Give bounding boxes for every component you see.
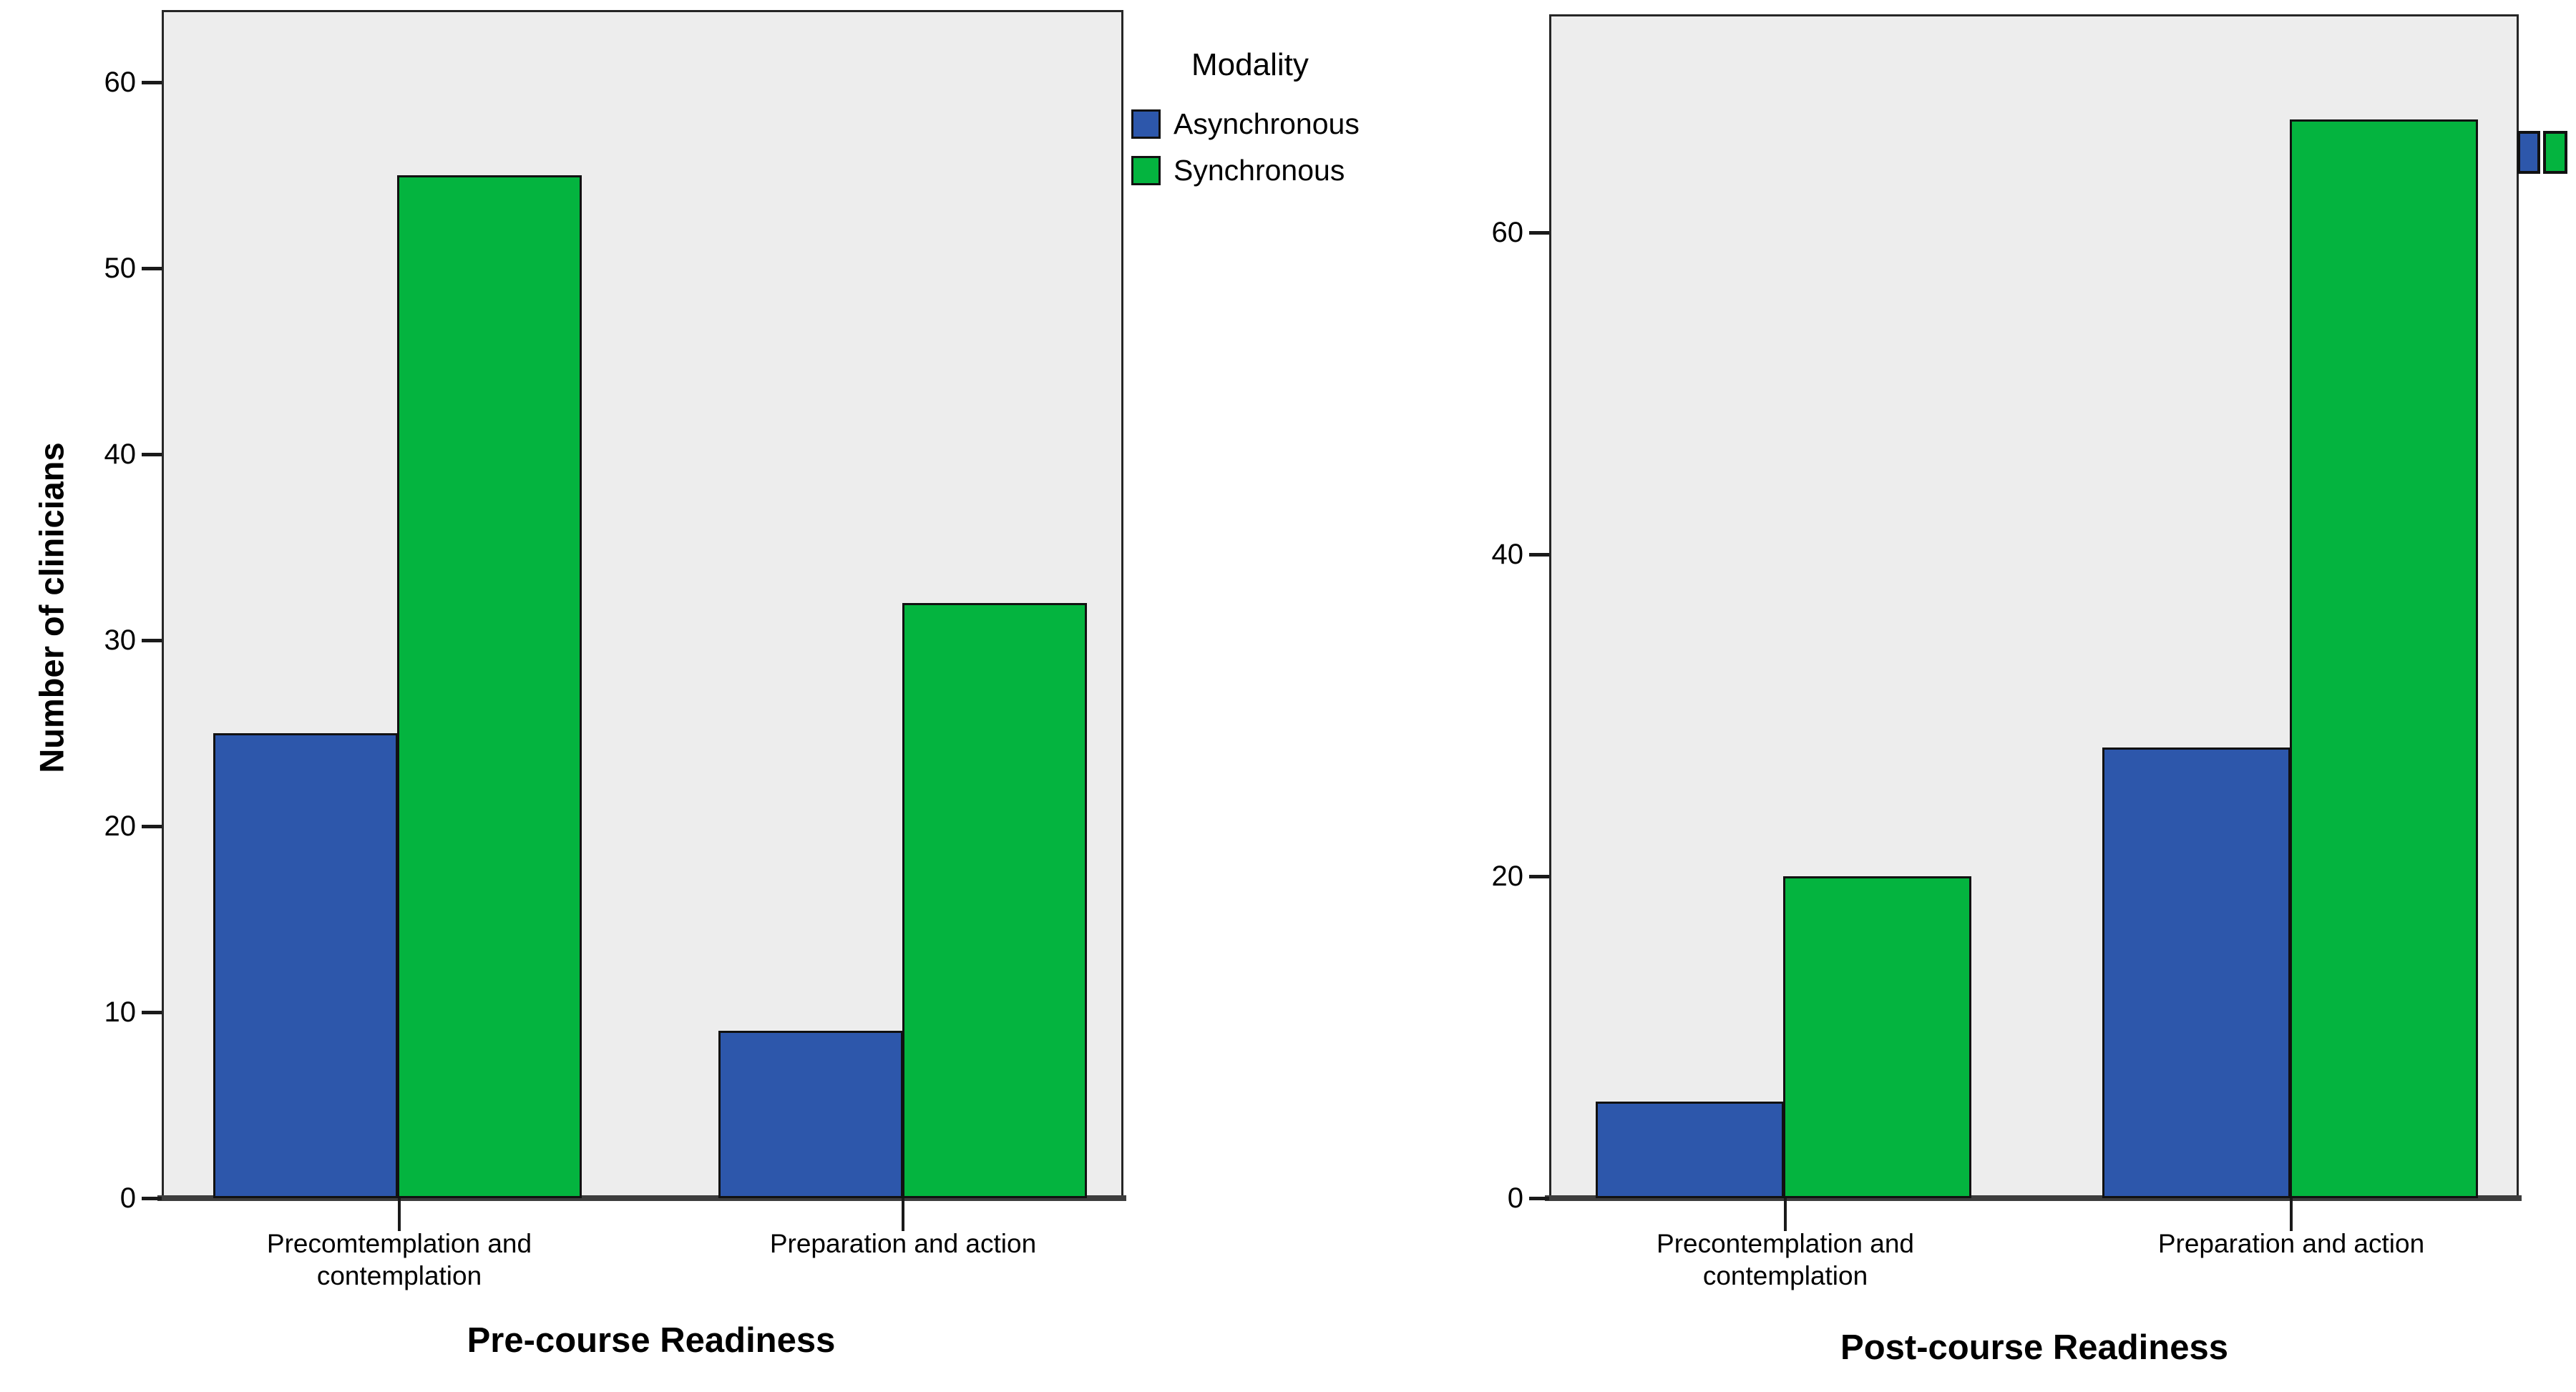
y-tick-label: 30 (104, 624, 137, 656)
legend-label-asynchronous: Asynchronous (1174, 107, 1360, 140)
y-tick-mark (142, 453, 162, 456)
y-tick-mark (142, 267, 162, 270)
y-tick-label: 60 (104, 67, 137, 98)
legend-swatch-synchronous (1131, 156, 1161, 185)
x-category-label: Precontemplation and contemplation (1657, 1229, 1914, 1290)
y-tick-label: 0 (119, 1182, 136, 1214)
y-tick-mark (142, 1011, 162, 1014)
y-tick-mark (1529, 231, 1549, 235)
y-tick-mark (1529, 1197, 1549, 1200)
bar-synchronous-1 (902, 603, 1087, 1198)
cropped-legend-fragment (2517, 131, 2576, 175)
y-tick-label: 50 (104, 253, 137, 284)
x-axis-line (1545, 1195, 2522, 1201)
bar-synchronous-0 (397, 175, 582, 1198)
bar-synchronous-0 (1783, 876, 1971, 1198)
bar-asynchronous-1 (2102, 748, 2290, 1198)
x-category-tick (398, 1198, 401, 1231)
y-tick-label: 10 (104, 996, 137, 1028)
x-category-label: Preparation and action (769, 1229, 1037, 1258)
post-course-x-axis-title: Post-course Readiness (1840, 1328, 2228, 1367)
y-tick-label: 40 (1491, 539, 1524, 570)
legend-swatch-asynchronous (1131, 109, 1161, 139)
x-category-label: Preparation and action (2157, 1229, 2425, 1258)
pre-course-x-axis-title: Pre-course Readiness (467, 1321, 836, 1360)
legend-title: Modality (1191, 47, 1309, 82)
y-tick-label: 20 (104, 810, 137, 842)
y-tick-mark (142, 639, 162, 642)
bar-synchronous-1 (2290, 119, 2478, 1198)
x-axis-line (157, 1195, 1126, 1201)
y-tick-label: 60 (1491, 217, 1524, 248)
x-category-tick (902, 1198, 904, 1231)
y-tick-mark (142, 825, 162, 828)
bar-asynchronous-0 (1596, 1102, 1784, 1198)
y-tick-label: 0 (1507, 1182, 1523, 1214)
y-tick-mark (1529, 553, 1549, 557)
y-tick-mark (1529, 875, 1549, 878)
bar-asynchronous-0 (213, 733, 398, 1198)
y-tick-mark (142, 81, 162, 84)
y-axis-title: Number of clinicians (32, 442, 71, 773)
bar-asynchronous-1 (718, 1031, 903, 1198)
y-tick-mark (142, 1197, 162, 1200)
x-category-label: Precomtemplation and contemplation (266, 1229, 532, 1290)
cropped-legend-swatch-synchronous (2543, 131, 2567, 174)
y-tick-label: 20 (1491, 861, 1524, 892)
legend: Modality Asynchronous Synchronous (1131, 47, 1431, 233)
y-tick-label: 40 (104, 438, 137, 470)
legend-label-synchronous: Synchronous (1174, 154, 1345, 187)
x-category-tick (2290, 1198, 2293, 1231)
x-category-tick (1784, 1198, 1787, 1231)
cropped-legend-swatch-asynchronous (2517, 131, 2540, 174)
